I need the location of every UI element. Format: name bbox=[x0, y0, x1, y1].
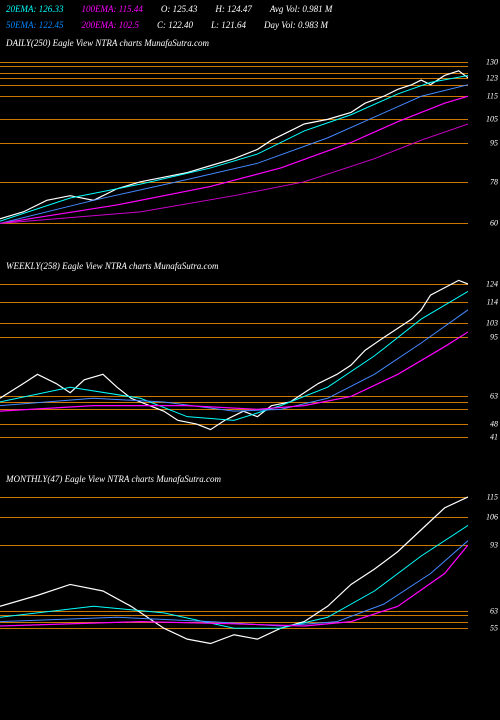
series-svg bbox=[0, 273, 468, 448]
series-ema20 bbox=[0, 525, 468, 628]
y-label: 106 bbox=[486, 512, 498, 521]
y-label: 103 bbox=[486, 318, 498, 327]
series-ema50 bbox=[0, 85, 468, 224]
chart-area bbox=[0, 273, 468, 448]
chart-panel: 130 123 115 105 95 78 60 bbox=[0, 50, 500, 235]
header-row-2: 50EMA: 122.45 200EMA: 102.5 C: 122.40 L:… bbox=[0, 16, 500, 32]
ema20-label: 20EMA: 126.33 bbox=[6, 4, 64, 14]
series-price bbox=[0, 71, 468, 219]
y-label: 123 bbox=[486, 73, 498, 82]
y-axis: 115 106 93 63 55 bbox=[468, 486, 500, 661]
ema50-label: 50EMA: 122.45 bbox=[6, 20, 64, 30]
y-label: 63 bbox=[490, 606, 498, 615]
y-label: 63 bbox=[490, 392, 498, 401]
series-ema50 bbox=[0, 310, 468, 411]
chart-panel: 115 106 93 63 55 bbox=[0, 486, 500, 661]
ema100-label: 100EMA: 115.44 bbox=[82, 4, 143, 14]
panel-spacer bbox=[0, 235, 500, 255]
series-ema50 bbox=[0, 541, 468, 626]
series-ema100 bbox=[0, 96, 468, 223]
chart-area bbox=[0, 486, 468, 661]
y-label: 48 bbox=[490, 420, 498, 429]
series-price bbox=[0, 497, 468, 644]
y-label: 78 bbox=[490, 177, 498, 186]
series-ema20 bbox=[0, 291, 468, 420]
y-label: 95 bbox=[490, 333, 498, 342]
y-label: 115 bbox=[487, 92, 498, 101]
series-svg bbox=[0, 486, 468, 661]
ema200-label: 200EMA: 102.5 bbox=[82, 20, 140, 30]
series-svg bbox=[0, 50, 468, 235]
high-label: H: 124.47 bbox=[215, 4, 252, 14]
y-label: 130 bbox=[486, 57, 498, 66]
y-axis: 130 123 115 105 95 78 60 bbox=[468, 50, 500, 235]
panel-title: MONTHLY(47) Eagle View NTRA charts Munaf… bbox=[0, 468, 500, 486]
panel-title: DAILY(250) Eagle View NTRA charts Munafa… bbox=[0, 32, 500, 50]
y-label: 115 bbox=[487, 492, 498, 501]
header-row-1: 20EMA: 126.33 100EMA: 115.44 O: 125.43 H… bbox=[0, 0, 500, 16]
y-label: 105 bbox=[486, 115, 498, 124]
chart-panel: 124 114 103 95 63 48 41 bbox=[0, 273, 500, 448]
panel-spacer bbox=[0, 448, 500, 468]
avgvol-label: Avg Vol: 0.981 M bbox=[270, 4, 333, 14]
panels-container: DAILY(250) Eagle View NTRA charts Munafa… bbox=[0, 32, 500, 661]
y-label: 55 bbox=[490, 624, 498, 633]
series-ema20 bbox=[0, 75, 468, 221]
dayvol-label: Day Vol: 0.983 M bbox=[264, 20, 328, 30]
low-label: L: 121.64 bbox=[211, 20, 246, 30]
header: 20EMA: 126.33 100EMA: 115.44 O: 125.43 H… bbox=[0, 0, 500, 32]
y-label: 95 bbox=[490, 138, 498, 147]
close-label: C: 122.40 bbox=[157, 20, 193, 30]
series-ema200 bbox=[0, 124, 468, 223]
series-ema100 bbox=[0, 332, 468, 411]
y-label: 60 bbox=[490, 219, 498, 228]
chart-area bbox=[0, 50, 468, 235]
y-label: 114 bbox=[487, 298, 498, 307]
open-label: O: 125.43 bbox=[161, 4, 198, 14]
y-label: 93 bbox=[490, 541, 498, 550]
y-axis: 124 114 103 95 63 48 41 bbox=[468, 273, 500, 448]
panel-title: WEEKLY(258) Eagle View NTRA charts Munaf… bbox=[0, 255, 500, 273]
y-label: 41 bbox=[490, 432, 498, 441]
series-ema100 bbox=[0, 545, 468, 626]
y-label: 124 bbox=[486, 280, 498, 289]
